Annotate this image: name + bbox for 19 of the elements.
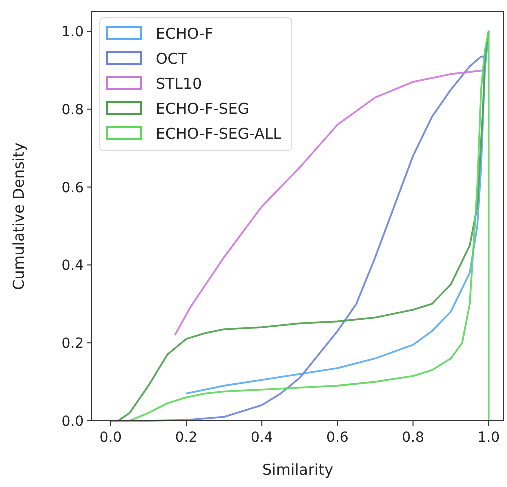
y-tick-label: 0.2 <box>62 336 84 352</box>
y-axis-title: Cumulative Density <box>10 142 28 290</box>
legend-label: OCT <box>156 50 188 68</box>
x-tick-label: 0.2 <box>175 430 198 446</box>
y-tick-label: 0.6 <box>62 180 84 196</box>
x-tick-label: 0.8 <box>402 430 424 446</box>
y-tick-label: 0.0 <box>62 414 84 430</box>
y-tick-label: 0.4 <box>62 258 84 274</box>
y-tick-label: 1.0 <box>62 24 84 40</box>
x-tick-label: 0.6 <box>326 430 349 446</box>
x-tick-label: 0.4 <box>250 430 274 446</box>
legend-label: STL10 <box>156 75 202 93</box>
legend-label: ECHO-F <box>156 25 214 43</box>
legend-label: ECHO-F-SEG <box>156 100 250 118</box>
x-tick-label: 0.0 <box>100 430 122 446</box>
legend-label: ECHO-F-SEG-ALL <box>156 125 282 143</box>
y-tick-label: 0.8 <box>62 102 84 118</box>
x-axis-title: Similarity <box>262 461 334 479</box>
x-tick-label: 1.0 <box>478 430 500 446</box>
